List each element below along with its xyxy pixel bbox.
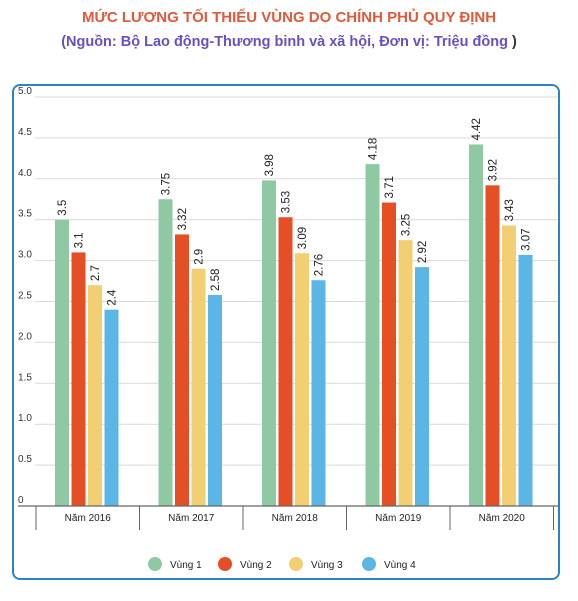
bar <box>485 185 500 506</box>
axis-layer: 0 0.5 1.0 1.5 2.0 2.5 3.0 3.5 4.0 4.5 5.0 Năm 2016 N… <box>18 86 558 530</box>
x-tick-label: Năm 2017 <box>168 513 215 524</box>
subtitle-text: (Nguồn: Bộ Lao động-Thương binh và xã hộ… <box>61 34 508 50</box>
chart-subtitle: (Nguồn: Bộ Lao động-Thương binh và xã hộ… <box>0 34 578 50</box>
data-label: 2.7 <box>90 265 102 281</box>
bar <box>208 294 222 506</box>
y-tick-label: 4.5 <box>18 127 32 138</box>
bar <box>415 267 429 506</box>
legend-layer: Vùng 1 Vùng 2 Vùng 3 Vùng 4 <box>148 557 416 571</box>
data-label: 3.09 <box>297 227 309 249</box>
legend-label: Vùng 2 <box>240 560 272 571</box>
bar <box>295 253 309 506</box>
y-tick-label: 1.5 <box>18 372 32 383</box>
y-tick-label: 0.5 <box>18 454 32 465</box>
bars-layer <box>55 144 533 507</box>
data-labels-layer: 3.5 3.1 2.7 2.4 3.75 3.32 2.9 2.58 3.98 3.53 3.09 2… <box>57 118 533 306</box>
data-label: 3.07 <box>521 228 533 250</box>
bar <box>398 240 413 506</box>
bar <box>71 252 86 506</box>
data-label: 3.71 <box>384 176 396 198</box>
data-label: 2.76 <box>314 254 326 276</box>
bar <box>158 199 173 506</box>
bar <box>382 202 396 506</box>
data-label: 3.1 <box>74 232 86 248</box>
legend-swatch <box>362 557 376 571</box>
data-label: 3.75 <box>161 173 173 195</box>
data-label: 3.92 <box>488 159 500 181</box>
data-label: 3.5 <box>57 200 69 216</box>
bar <box>518 254 533 506</box>
data-label: 3.32 <box>177 208 189 230</box>
subtitle-close-paren: ) <box>511 34 517 50</box>
chart-title: MỨC LƯƠNG TỐI THIỂU VÙNG DO CHÍNH PHỦ QU… <box>81 9 497 26</box>
bar <box>104 309 119 506</box>
y-tick-label: 1.0 <box>18 413 32 424</box>
bar <box>175 234 189 506</box>
y-tick-label: 0 <box>18 495 24 506</box>
bar <box>311 280 326 506</box>
legend-label: Vùng 1 <box>170 560 202 571</box>
bar <box>502 225 516 506</box>
data-label: 3.98 <box>264 154 276 176</box>
legend-swatch <box>218 557 232 571</box>
bar <box>365 164 380 507</box>
bar <box>469 144 483 506</box>
data-label: 3.53 <box>281 191 293 213</box>
y-tick-label: 2.0 <box>18 331 32 342</box>
bar <box>262 180 276 506</box>
x-tick-label: Năm 2016 <box>65 513 112 524</box>
y-tick-label: 2.5 <box>18 291 32 302</box>
bar <box>191 268 206 506</box>
data-label: 2.58 <box>210 269 222 291</box>
bar <box>55 219 69 506</box>
legend-swatch <box>148 557 162 571</box>
bar <box>278 217 293 506</box>
y-tick-label: 5.0 <box>18 86 32 97</box>
x-tick-label: Năm 2019 <box>375 513 422 524</box>
x-tick-label: Năm 2018 <box>272 513 319 524</box>
data-label: 2.9 <box>194 249 206 265</box>
data-label: 3.25 <box>401 214 413 236</box>
y-tick-label: 3.5 <box>18 209 32 220</box>
data-label: 4.42 <box>471 118 483 140</box>
legend-swatch <box>289 557 303 571</box>
data-label: 2.92 <box>417 241 429 263</box>
bar <box>88 285 102 506</box>
y-tick-label: 3.0 <box>18 250 32 261</box>
data-label: 3.43 <box>504 199 516 221</box>
legend-label: Vùng 3 <box>311 560 343 571</box>
y-tick-label: 4.0 <box>18 168 32 179</box>
data-label: 2.4 <box>107 289 119 306</box>
x-tick-label: Năm 2020 <box>479 513 526 524</box>
legend-label: Vùng 4 <box>384 560 416 571</box>
data-label: 4.18 <box>368 138 380 160</box>
